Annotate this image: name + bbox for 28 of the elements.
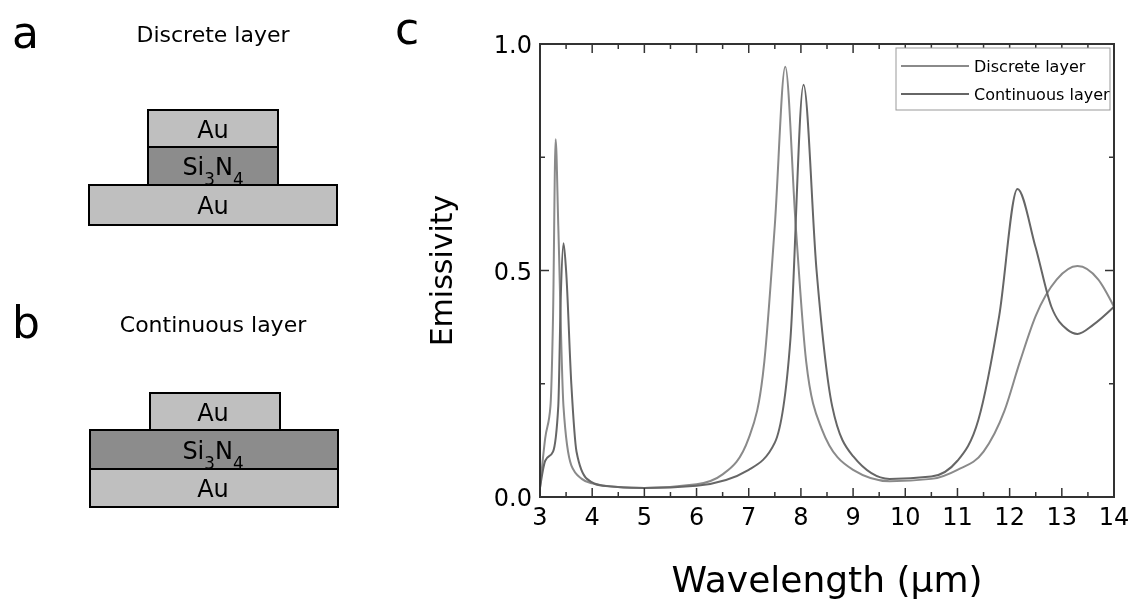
x-tick-label: 11 [942, 503, 973, 531]
x-tick-label: 4 [584, 503, 600, 531]
x-tick-label: 9 [845, 503, 861, 531]
x-tick-label: 14 [1098, 503, 1130, 531]
text: Au [197, 398, 229, 427]
x-tick-label: 12 [994, 503, 1025, 531]
x-tick-label: 6 [688, 503, 705, 531]
text: Au [197, 192, 229, 220]
text: c [395, 3, 420, 54]
y-tick-label: 0.5 [493, 257, 532, 286]
text: a [12, 7, 39, 58]
x-tick-label: 7 [741, 503, 757, 531]
legend-label: Discrete layer [974, 57, 1086, 76]
x-tick-label: 5 [636, 503, 652, 531]
x-tick-label: 8 [793, 503, 809, 531]
y-axis-title: Emissivity [424, 194, 459, 347]
x-tick-label: 3 [532, 503, 548, 531]
text: Discrete layer [136, 22, 291, 47]
legend-label: Continuous layer [974, 85, 1111, 104]
x-axis-title: Wavelength (μm) [671, 559, 983, 600]
text: Continuous layer [119, 312, 308, 337]
y-tick-label: 0.0 [493, 484, 532, 512]
text: Au [197, 115, 229, 144]
x-tick-label: 10 [890, 503, 921, 531]
x-tick-label: 13 [1046, 503, 1078, 531]
text: b [12, 297, 40, 348]
y-tick-label: 1.0 [493, 31, 532, 59]
text: Au [197, 475, 229, 503]
